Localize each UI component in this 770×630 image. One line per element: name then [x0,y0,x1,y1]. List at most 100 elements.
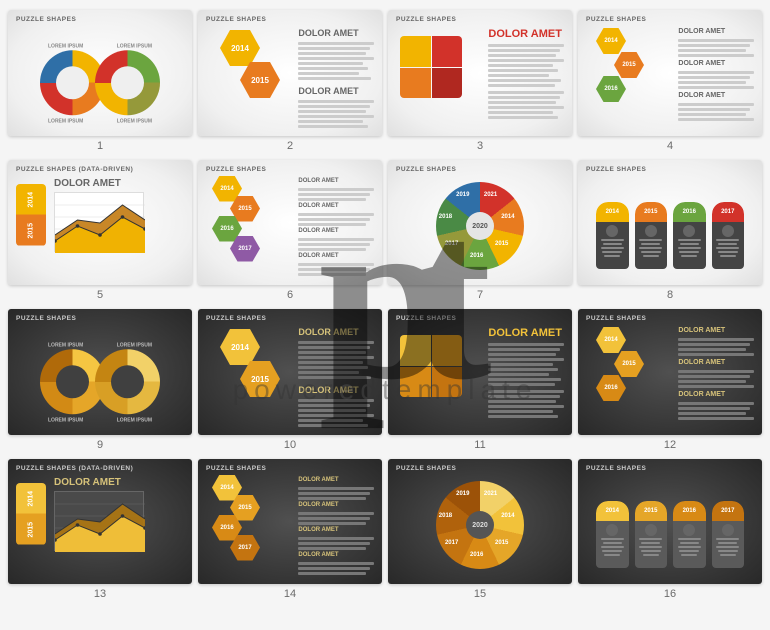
slide-thumbnail[interactable]: PUZZLE SHAPES 20212014201520162017201820… [388,459,572,585]
year-tab: 2017 [712,501,745,569]
text-heading: DOLOR AMET [678,28,754,35]
avatar-icon [683,225,695,237]
slide-thumbnail[interactable]: PUZZLE SHAPES 201420152016 DOLOR AMET DOL… [578,10,762,136]
donut-seg-label: 2014 [501,214,514,220]
text-heading: DOLOR AMET [488,327,564,339]
donut-seg-label: 2017 [445,540,458,546]
year-tab: 2014 [596,202,629,270]
text-heading: DOLOR AMET [298,253,374,259]
slide-thumbnail[interactable]: PUZZLE SHAPES (DATA-DRIVEN) 2014 2015 DO… [8,160,192,286]
infinity-rings: 2014 2015 LOREM IPSUM LOREM IPSUM LOREM … [30,344,170,419]
slide-title: PUZZLE SHAPES (DATA-DRIVEN) [16,465,133,472]
hex-year: 2016 [596,76,626,102]
slide-number: 16 [664,588,676,600]
slide-number: 6 [287,289,293,301]
slide-number: 10 [284,439,296,451]
year-label: 2015 [115,70,140,95]
hex-year: 2015 [614,52,644,78]
text-heading: DOLOR AMET [678,92,754,99]
puzzle-square [400,335,462,397]
hex-year: 2014 [220,30,260,66]
slide-thumbnail[interactable]: PUZZLE SHAPES 2014 2015 [578,160,762,286]
text-heading: DOLOR AMET [54,477,121,488]
year-tab: 2015 [635,202,668,270]
puzzle-years: 2014 2015 [16,483,46,545]
slide-thumbnail[interactable]: PUZZLE SHAPES 2014201520162017 DOLOR AME… [198,459,382,585]
year-label: 2014 [60,70,85,95]
hex-year: 2016 [596,375,626,401]
year-label: 2015 [115,369,140,394]
slide-thumbnail[interactable]: PUZZLE SHAPES 2014 2015 LOREM IPSUM LORE… [8,10,192,136]
hex-year: 2014 [220,329,260,365]
donut-seg-label: 2014 [501,513,514,519]
slide-thumbnail[interactable]: PUZZLE SHAPES (DATA-DRIVEN) 2014 2015 DO… [8,459,192,585]
slide-number: 15 [474,588,486,600]
donut-seg-label: 2018 [439,513,452,519]
hex-year: 2014 [596,327,626,353]
slide-number: 11 [474,439,485,451]
slide-thumbnail[interactable]: PUZZLE SHAPES DOLOR AMET [388,10,572,136]
slide-thumbnail[interactable]: PUZZLE SHAPES 2014 2015 DOLOR AMET DOLOR… [198,309,382,435]
avatar-icon [683,524,695,536]
text-heading: DOLOR AMET [298,86,374,96]
slide-title: PUZZLE SHAPES [396,16,456,23]
text-heading: DOLOR AMET [298,527,374,533]
slide-title: PUZZLE SHAPES [206,315,266,322]
slide-thumbnail[interactable]: PUZZLE SHAPES DOLOR AMET [388,309,572,435]
slide-thumbnail[interactable]: PUZZLE SHAPES 2014 2015 LOREM IPSUM LORE… [8,309,192,435]
donut-seg-label: 2019 [456,192,469,198]
year-tab: 2017 [712,202,745,270]
puzzle-square [400,36,462,98]
hex-year: 2015 [240,361,280,397]
text-heading: DOLOR AMET [678,391,754,398]
slide-number: 9 [97,439,103,451]
slide-title: PUZZLE SHAPES [586,16,646,23]
slide-title: PUZZLE SHAPES [16,315,76,322]
text-heading: DOLOR AMET [298,203,374,209]
slide-thumbnail[interactable]: PUZZLE SHAPES 2014 2015 DOLOR AMET DOLOR… [198,10,382,136]
donut-center: 2020 [466,212,494,240]
area-chart [54,491,144,551]
slide-number: 8 [667,289,673,301]
donut-seg-label: 2017 [445,241,458,247]
text-heading: DOLOR AMET [298,502,374,508]
hex-year: 2015 [240,62,280,98]
slide-title: PUZZLE SHAPES (DATA-DRIVEN) [16,166,133,173]
avatar-icon [722,225,734,237]
donut-seg-label: 2016 [470,552,483,558]
year-tab: 2016 [673,501,706,569]
slide-thumbnail[interactable]: PUZZLE SHAPES 201420152016 DOLOR AMETDOL… [578,309,762,435]
text-heading: DOLOR AMET [298,552,374,558]
slide-title: PUZZLE SHAPES [16,16,76,23]
donut-seg-label: 2021 [484,192,497,198]
slide-number: 13 [94,588,106,600]
slide-thumbnail[interactable]: PUZZLE SHAPES 2014201520162017 DOLOR AME… [198,160,382,286]
avatar-icon [645,225,657,237]
avatar-icon [722,524,734,536]
puzzle-years: 2014 2015 [16,184,46,246]
slide-thumbnail[interactable]: PUZZLE SHAPES 20212014201520162017201820… [388,160,572,286]
slide-number: 14 [284,588,296,600]
area-chart [54,192,144,252]
donut-center: 2020 [466,511,494,539]
slide-grid: PUZZLE SHAPES 2014 2015 LOREM IPSUM LORE… [0,0,770,610]
slide-title: PUZZLE SHAPES [586,166,646,173]
avatar-icon [606,225,618,237]
hex-year: 2014 [596,28,626,54]
slide-title: PUZZLE SHAPES [206,465,266,472]
slide-title: PUZZLE SHAPES [396,166,456,173]
donut-seg-label: 2015 [495,540,508,546]
slide-number: 7 [477,289,483,301]
text-heading: DOLOR AMET [298,178,374,184]
slide-title: PUZZLE SHAPES [396,315,456,322]
donut-seg-label: 2021 [484,491,497,497]
year-tab: 2015 [635,501,668,569]
slide-number: 2 [287,140,293,152]
text-heading: DOLOR AMET [298,28,374,38]
hex-year: 2015 [614,351,644,377]
donut-seg-label: 2015 [495,241,508,247]
slide-thumbnail[interactable]: PUZZLE SHAPES 2014 2015 [578,459,762,585]
donut-seg-label: 2016 [470,253,483,259]
slide-number: 1 [97,140,103,152]
avatar-icon [645,524,657,536]
